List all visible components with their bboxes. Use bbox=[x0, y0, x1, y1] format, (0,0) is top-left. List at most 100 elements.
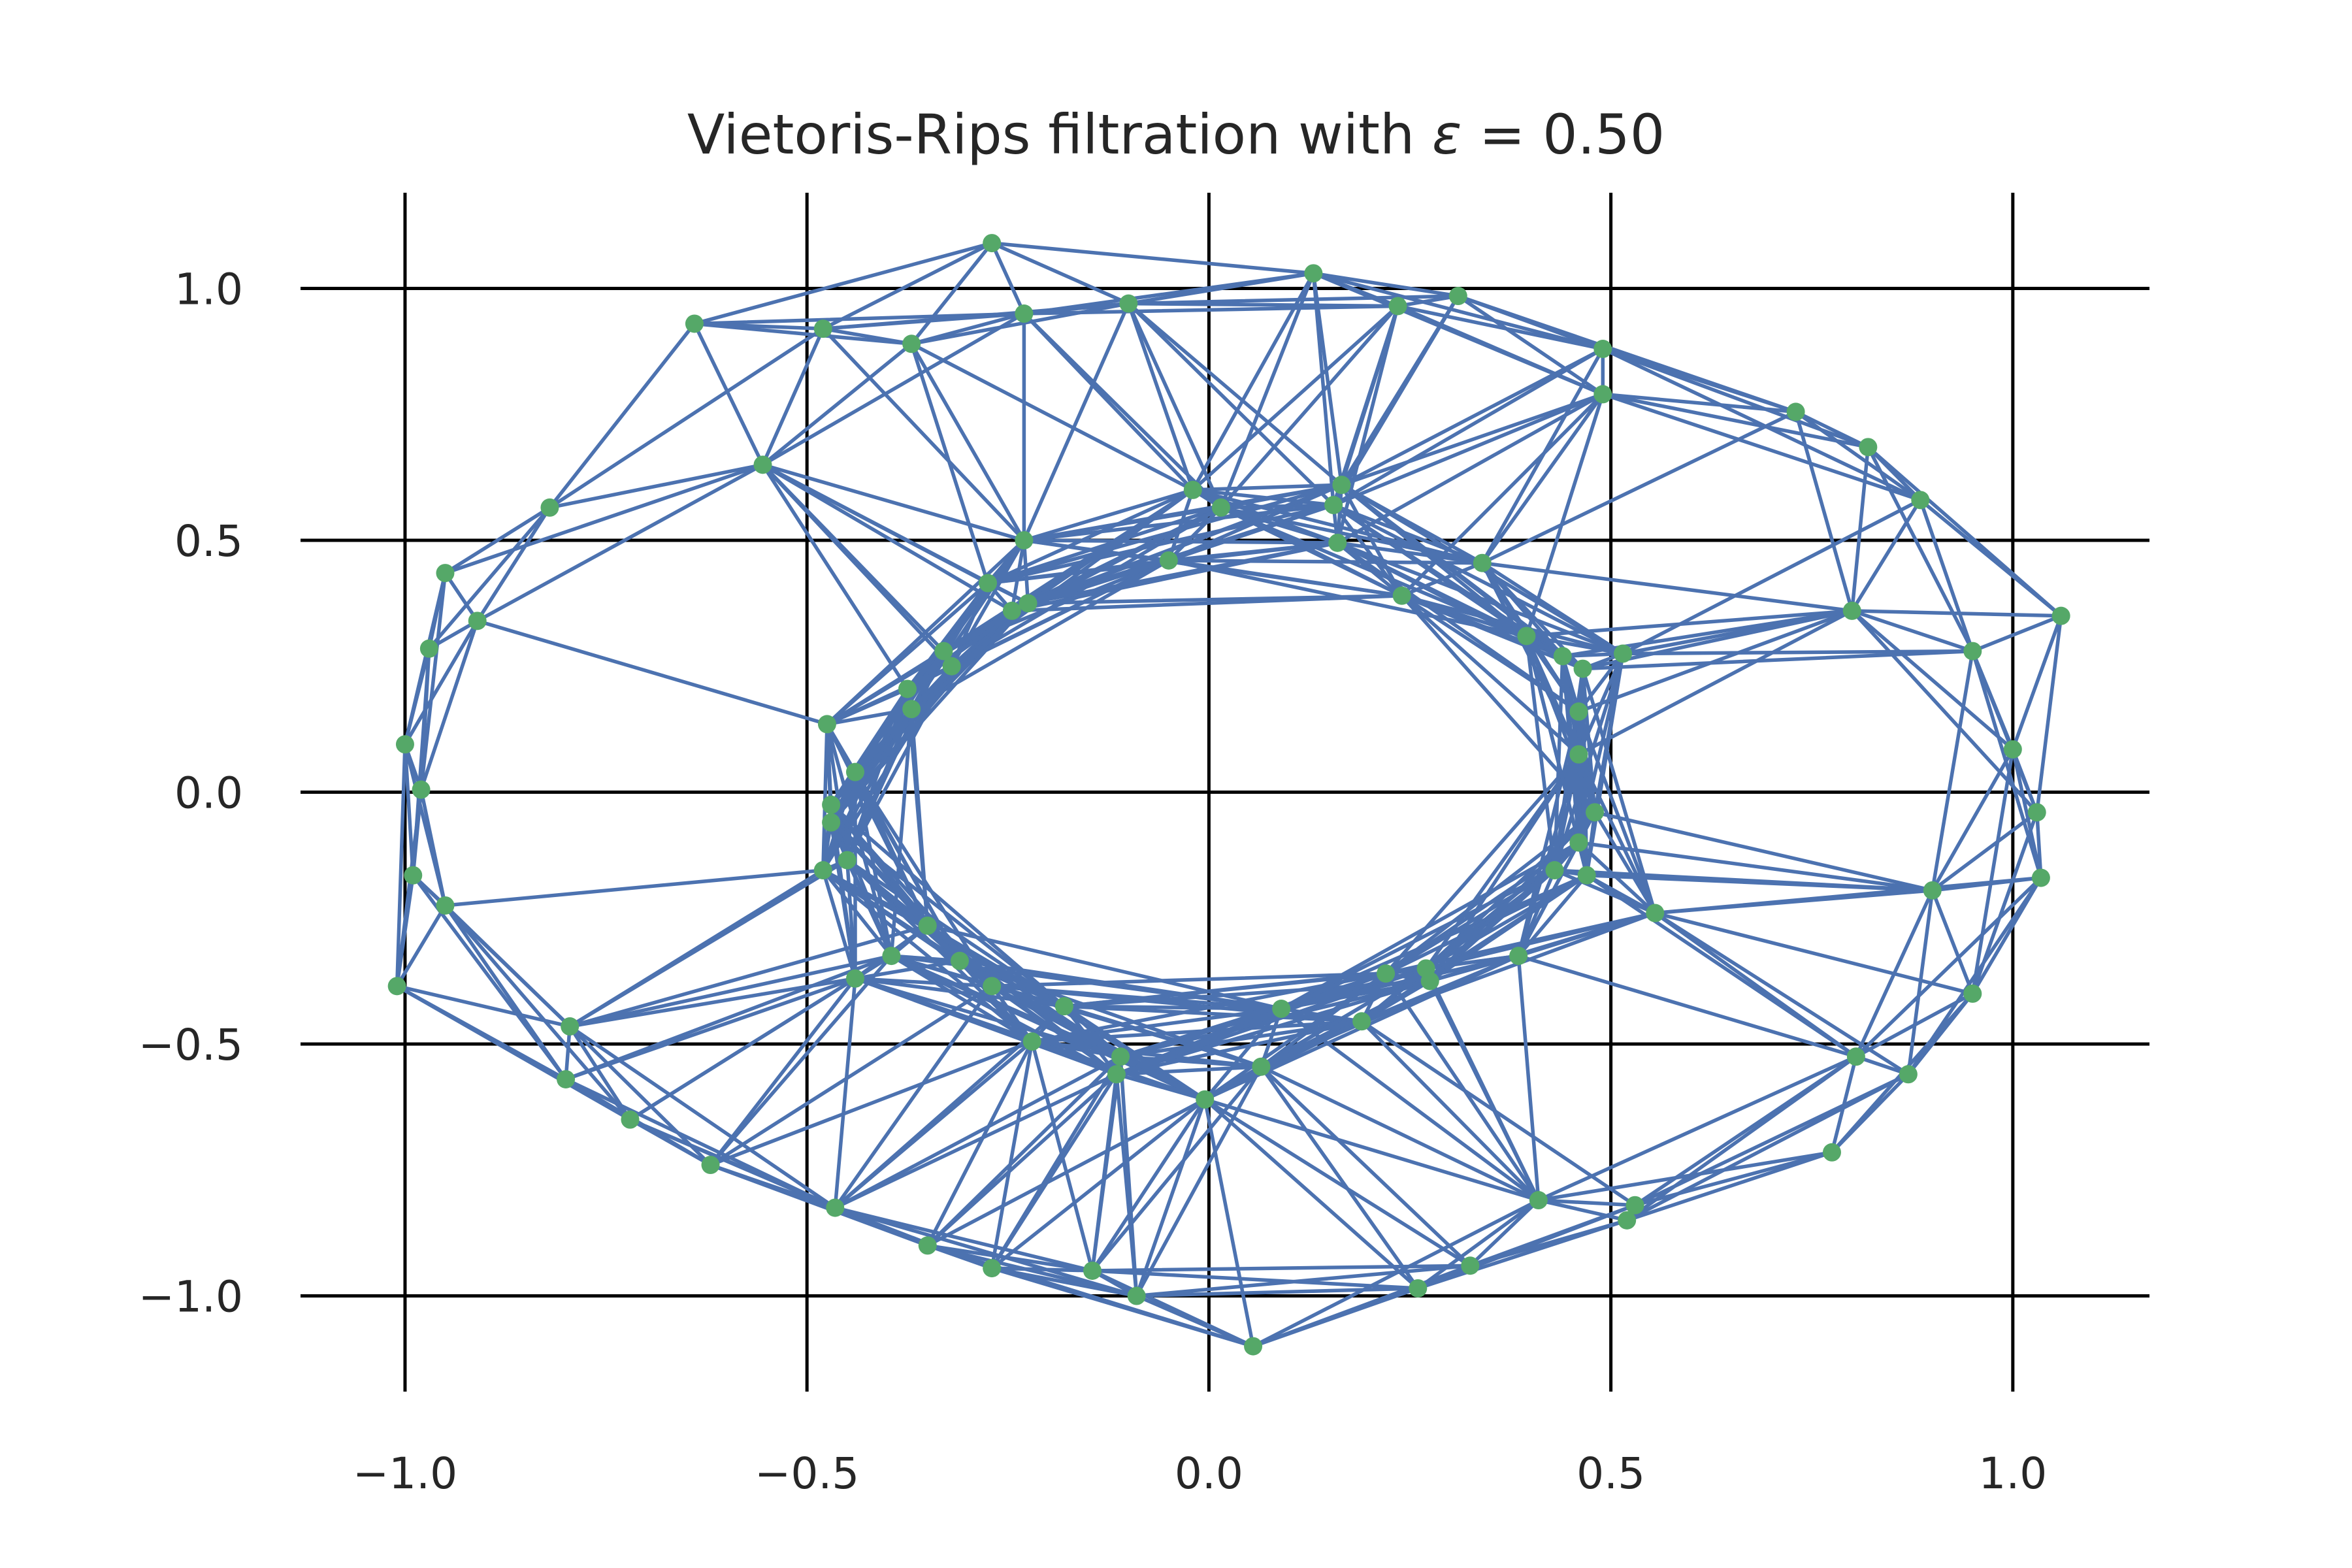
edge-22 bbox=[909, 342, 990, 585]
title-epsilon-symbol: ε bbox=[1432, 103, 1462, 167]
edge-265 bbox=[475, 506, 552, 623]
edge-552 bbox=[1115, 1072, 1207, 1102]
edge-207 bbox=[568, 1024, 837, 1210]
edge-232 bbox=[564, 977, 857, 1081]
edge-14 bbox=[547, 327, 825, 510]
data-point-58 bbox=[979, 574, 998, 593]
edge-177 bbox=[833, 1205, 1139, 1298]
data-point-10 bbox=[1593, 385, 1612, 404]
edge-515 bbox=[853, 977, 1122, 1059]
edge-124 bbox=[1854, 1054, 1910, 1077]
edge-255 bbox=[419, 619, 480, 792]
edge-35 bbox=[1126, 301, 1223, 510]
data-point-63 bbox=[898, 679, 917, 698]
edge-627 bbox=[1524, 634, 1557, 872]
edge-433 bbox=[909, 707, 930, 928]
edge-664 bbox=[1576, 609, 1854, 713]
edge-306 bbox=[1167, 506, 1223, 563]
edge-168 bbox=[1259, 1064, 1420, 1290]
edge-75 bbox=[1793, 410, 1870, 449]
edge-659 bbox=[1576, 752, 1658, 915]
data-point-37 bbox=[557, 1070, 576, 1088]
data-point-36 bbox=[621, 1110, 640, 1129]
data-point-31 bbox=[1083, 1261, 1102, 1280]
data-point-95 bbox=[1573, 659, 1592, 678]
edge-673 bbox=[1580, 666, 1658, 915]
data-point-44 bbox=[419, 639, 438, 658]
edge-219 bbox=[708, 984, 994, 1167]
edge-267 bbox=[475, 619, 829, 727]
data-point-16 bbox=[2003, 740, 2022, 759]
edge-179 bbox=[1115, 1072, 1139, 1298]
edge-325 bbox=[1331, 503, 1625, 656]
data-point-19 bbox=[1923, 881, 1942, 900]
edge-373 bbox=[1399, 594, 1585, 671]
edge-521 bbox=[990, 984, 1119, 1077]
edge-359 bbox=[1399, 561, 1484, 598]
edge-88 bbox=[2011, 613, 2063, 751]
edge-298 bbox=[986, 488, 1195, 585]
edge-4 bbox=[990, 241, 1131, 306]
edge-217 bbox=[708, 954, 894, 1167]
edge-85 bbox=[1621, 498, 1923, 656]
edge-16 bbox=[821, 327, 1026, 542]
edge-519 bbox=[990, 984, 1034, 1043]
edge-33 bbox=[1022, 301, 1131, 542]
edge-237 bbox=[568, 868, 825, 1028]
data-point-5 bbox=[1119, 294, 1138, 313]
edge-675 bbox=[1621, 609, 1854, 656]
edge-156 bbox=[1428, 979, 1541, 1202]
edge-645 bbox=[1576, 840, 1658, 915]
edge-660 bbox=[1561, 654, 1581, 713]
edge-206 bbox=[564, 1077, 837, 1210]
edge-235 bbox=[395, 984, 572, 1028]
edge-353 bbox=[1026, 559, 1171, 606]
x-tick-labels: −1.0 −0.5 0.0 0.5 1.0 bbox=[353, 1448, 2047, 1499]
data-point-11 bbox=[1786, 402, 1805, 421]
edge-351 bbox=[986, 559, 1171, 585]
edge-320 bbox=[986, 503, 1335, 585]
edge-128 bbox=[1653, 911, 1910, 1077]
edge-131 bbox=[1625, 1054, 1858, 1222]
data-point-98 bbox=[1842, 601, 1861, 620]
data-point-57 bbox=[1392, 586, 1411, 605]
y-tick-label-4: −1.0 bbox=[139, 1272, 243, 1322]
x-tick-label-3: 0.5 bbox=[1576, 1448, 1645, 1499]
edge-269 bbox=[760, 463, 1026, 542]
data-point-93 bbox=[1569, 702, 1588, 721]
edge-343 bbox=[1026, 541, 1340, 606]
data-point-23 bbox=[1822, 1143, 1841, 1162]
data-point-75 bbox=[983, 977, 1002, 996]
data-point-40 bbox=[404, 866, 423, 885]
edge-183 bbox=[925, 1243, 1094, 1273]
edge-9 bbox=[547, 321, 696, 510]
edge-209 bbox=[833, 984, 994, 1210]
edge-36 bbox=[1126, 301, 1335, 507]
data-point-33 bbox=[918, 1236, 937, 1255]
edge-30 bbox=[1126, 271, 1316, 306]
edge-303 bbox=[1219, 503, 1335, 510]
edge-479 bbox=[853, 770, 930, 928]
data-point-13 bbox=[1911, 491, 1930, 510]
edge-202 bbox=[925, 1072, 1119, 1248]
data-point-82 bbox=[1272, 1000, 1291, 1019]
edge-165 bbox=[1134, 1286, 1420, 1298]
edge-151 bbox=[1259, 1064, 1541, 1202]
data-point-20 bbox=[1963, 984, 1982, 1003]
edge-240 bbox=[568, 977, 857, 1028]
edge-140 bbox=[1537, 1198, 1637, 1207]
edge-222 bbox=[568, 1024, 632, 1122]
edge-333 bbox=[1026, 483, 1344, 606]
edge-260 bbox=[427, 619, 480, 651]
edge-607 bbox=[1428, 873, 1589, 983]
edge-164 bbox=[1251, 1286, 1420, 1348]
edge-259 bbox=[427, 571, 448, 651]
data-point-41 bbox=[387, 977, 406, 996]
data-point-90 bbox=[1569, 833, 1588, 852]
edge-531 bbox=[1062, 1004, 1264, 1069]
data-point-72 bbox=[882, 947, 901, 966]
edge-74 bbox=[1524, 392, 1605, 638]
edge-110 bbox=[1854, 875, 2043, 1059]
edge-172 bbox=[925, 1243, 1255, 1348]
